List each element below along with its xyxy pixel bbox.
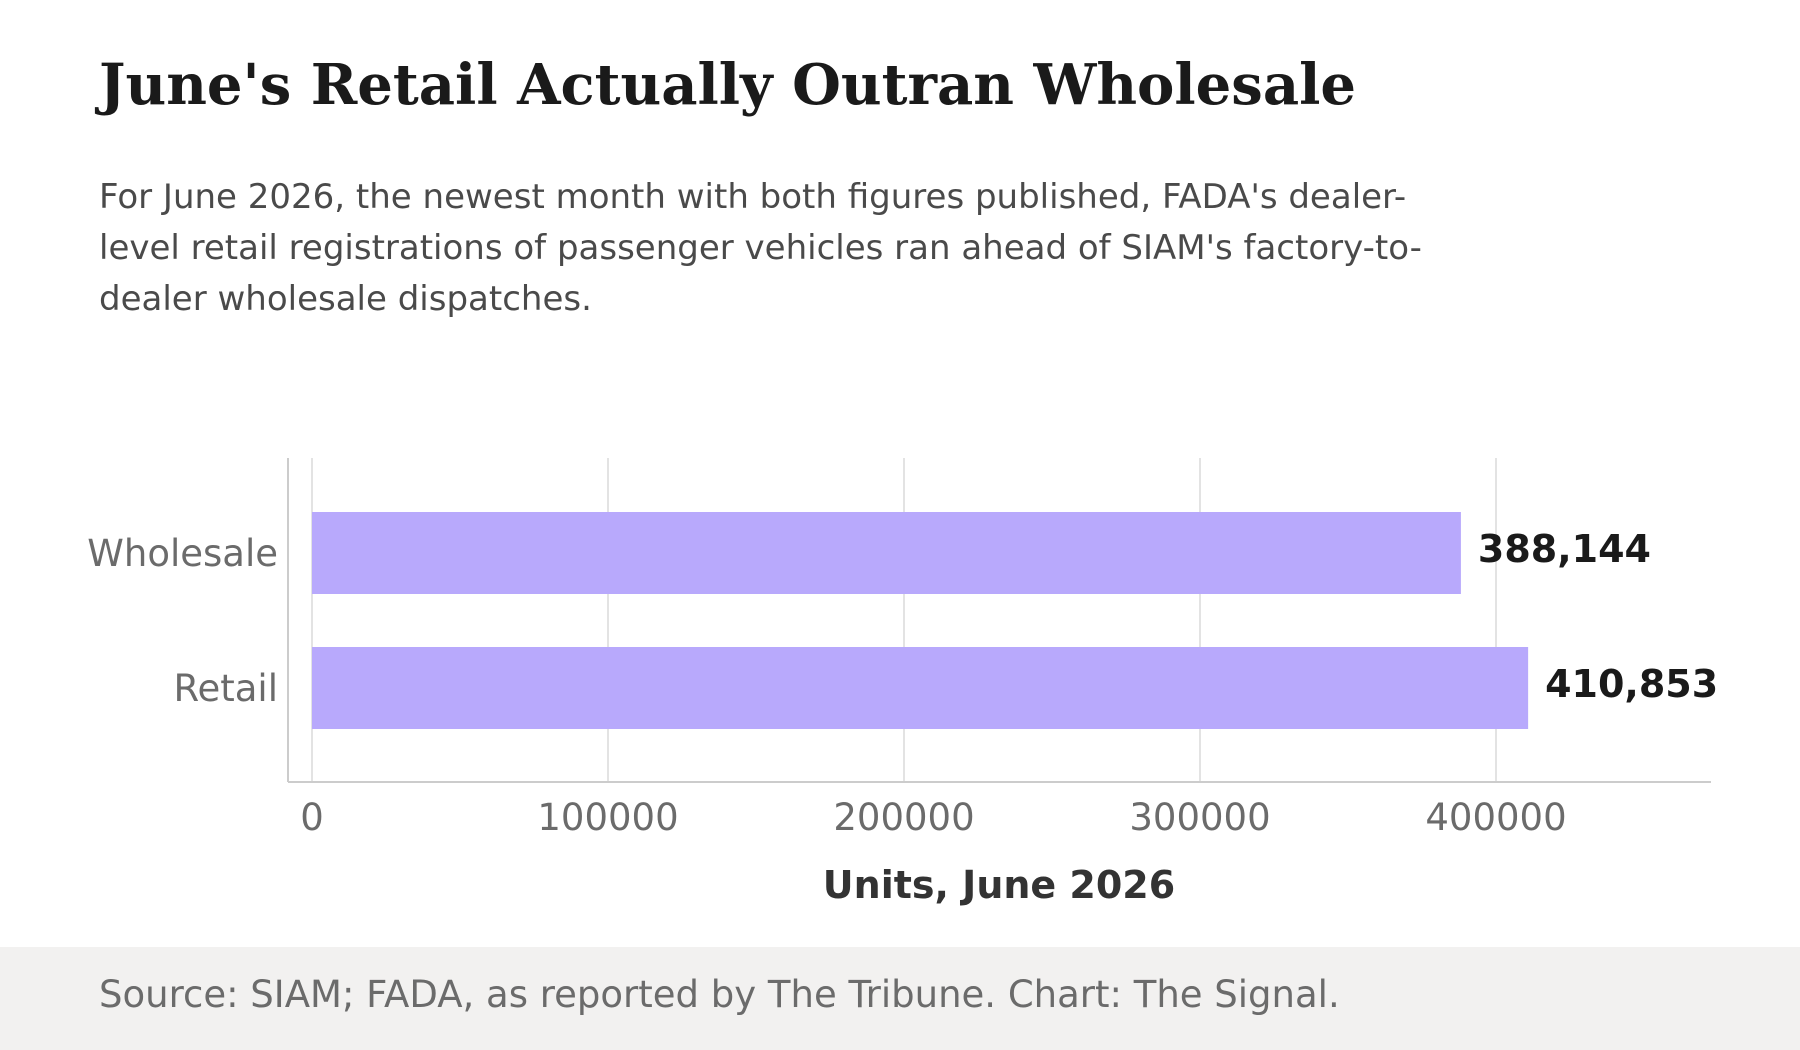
chart-subtitle: For June 2026, the newest month with bot…	[99, 177, 1422, 319]
x-axis-title: Units, June 2026	[823, 863, 1175, 907]
bar-value-label: 388,144	[1478, 527, 1651, 571]
x-tick-label: 0	[300, 796, 324, 839]
x-tick-label: 300000	[1129, 796, 1270, 839]
bar-wholesale	[312, 512, 1461, 594]
bar-retail	[312, 647, 1529, 729]
labels: 0 100000 200000 300000 400000 Wholesale 388,14…	[87, 527, 1718, 907]
x-tick-label: 200000	[833, 796, 974, 839]
footer: Source: SIAM; FADA, as reported by The T…	[0, 947, 1800, 1050]
chart-title: June's Retail Actually Outran Wholesale	[99, 52, 1357, 118]
axes	[287, 458, 1711, 783]
x-tick-label: 100000	[537, 796, 678, 839]
bars	[312, 512, 1529, 729]
y-category-label: Wholesale	[87, 532, 278, 575]
bar-chart: 0 100000 200000 300000 400000 Wholesale 388,14…	[87, 458, 1718, 907]
bar-value-label: 410,853	[1545, 662, 1718, 706]
gridlines	[311, 458, 1497, 782]
x-tick-label: 400000	[1425, 796, 1566, 839]
source-note: Source: SIAM; FADA, as reported by The T…	[99, 973, 1340, 1016]
y-category-label: Retail	[173, 667, 278, 710]
